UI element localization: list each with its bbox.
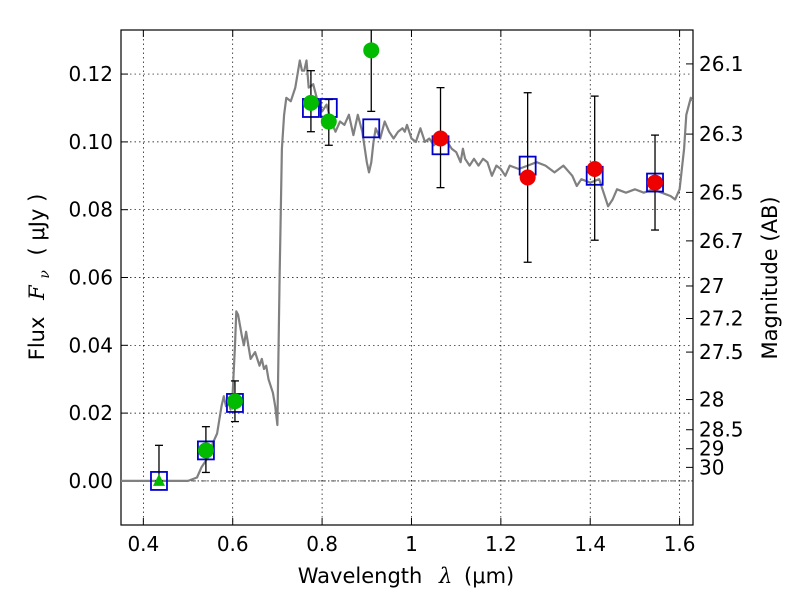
spectrum-line	[121, 59, 693, 482]
y2-tick-label: 26.5	[699, 180, 744, 204]
x-axis-label: Wavelength λ (μm)	[298, 564, 514, 588]
y-axis-label-symbol: F	[25, 284, 49, 301]
y2-tick-label: 26.7	[699, 229, 744, 253]
y-axis-label: Flux F ν ( μJy )	[25, 194, 54, 361]
observed-upper-limit-point	[152, 473, 165, 486]
y-tick-label: 0.06	[68, 266, 113, 290]
x-axis-label-text: Wavelength	[298, 564, 423, 588]
grid	[121, 30, 693, 525]
y2-tick-label: 27.5	[699, 340, 744, 364]
y-tick-label: 0.12	[68, 62, 113, 86]
observed-point	[519, 169, 536, 186]
observed-point	[432, 130, 449, 147]
observed-point	[226, 393, 243, 410]
y-tick-label: 0.04	[68, 333, 113, 357]
x-ticks: 0.4 0.6 0.8 1 1.2 1.4 1.6	[127, 30, 696, 556]
x-tick-label: 1.6	[664, 532, 696, 556]
series	[121, 30, 693, 491]
y2-tick-label: 30	[699, 455, 724, 479]
y-ticks: 0.00 0.02 0.04 0.06 0.08 0.10 0.12	[68, 62, 128, 493]
x-tick-label: 0.6	[217, 532, 249, 556]
y2-tick-label: 28.5	[699, 418, 744, 442]
x-axis-label-unit: (μm)	[464, 564, 514, 588]
y2-tick-label: 26.3	[699, 122, 744, 146]
y-axis-label-text: Flux	[25, 317, 49, 361]
y-axis-label-sub: ν	[37, 270, 53, 279]
y-tick-label: 0.08	[68, 198, 113, 222]
y-tick-label: 0.00	[68, 469, 113, 493]
y-axis-label-unit: ( μJy )	[25, 194, 49, 256]
observed-point	[320, 113, 337, 130]
y-tick-label: 0.02	[68, 401, 113, 425]
observed-point	[363, 42, 380, 59]
x-tick-label: 0.4	[127, 532, 159, 556]
x-tick-label: 1	[405, 532, 418, 556]
observed-point	[586, 161, 603, 178]
x-axis-label-symbol: λ	[438, 564, 452, 588]
y2-tick-label: 27.2	[699, 307, 744, 331]
y-tick-label: 0.10	[68, 130, 113, 154]
model-photometry-square	[362, 118, 381, 139]
y2-tick-label: 27	[699, 274, 724, 298]
y2-tick-label: 26.1	[699, 52, 744, 76]
y2-tick-label: 28	[699, 388, 724, 412]
x-tick-label: 1.2	[485, 532, 517, 556]
observed-point	[302, 94, 319, 111]
y2-axis-label: Magnitude (AB)	[758, 196, 782, 359]
observed-point	[197, 442, 214, 459]
y2-tick-label: 29	[699, 437, 724, 461]
x-tick-label: 0.8	[306, 532, 338, 556]
observed-point	[647, 174, 664, 191]
x-tick-label: 1.4	[574, 532, 606, 556]
